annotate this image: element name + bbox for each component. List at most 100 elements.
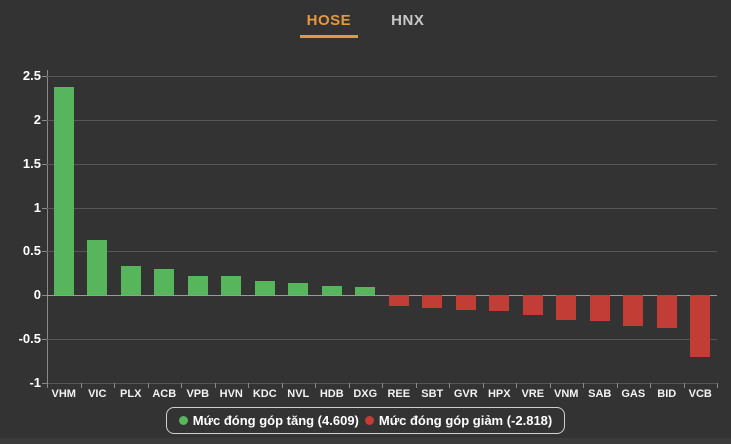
- x-axis-label-HPX: HPX: [487, 388, 511, 400]
- bar-HPX: [489, 295, 510, 312]
- bar-ACB: [154, 268, 175, 296]
- bar-KDC: [254, 281, 275, 296]
- x-axis-tick: [248, 383, 249, 388]
- gridline: [47, 339, 717, 341]
- x-axis-tick: [214, 383, 216, 388]
- y-axis-label: 1: [33, 199, 41, 215]
- x-axis-label-HDB: HDB: [319, 388, 344, 400]
- x-axis-label-VHM: VHM: [51, 388, 76, 400]
- legend-item-positive[interactable]: Mức đóng góp tăng (4.609): [178, 413, 359, 428]
- x-axis-label-VNM: VNM: [554, 388, 579, 400]
- y-axis-tick: [42, 163, 47, 165]
- y-axis-tick: [42, 207, 47, 209]
- y-axis-tick: [42, 339, 47, 341]
- gridline: [47, 163, 717, 165]
- x-axis-label-SAB: SAB: [588, 388, 612, 400]
- bar-VCB: [690, 295, 711, 357]
- x-axis-tick: [516, 383, 517, 388]
- y-axis-label: 2: [33, 111, 41, 127]
- tab-hose[interactable]: HOSE: [299, 10, 359, 38]
- exchange-tab-bar: HOSE HNX: [0, 10, 731, 38]
- legend-label-positive: Mức đóng góp tăng (4.609): [192, 413, 359, 428]
- x-axis-label-VRE: VRE: [521, 388, 545, 400]
- zero-gridline: [47, 295, 717, 297]
- x-axis-label-NVL: NVL: [287, 388, 310, 400]
- bar-GVR: [455, 295, 476, 311]
- plot-area: [47, 76, 717, 384]
- x-axis-tick: [616, 383, 618, 388]
- bar-SAB: [589, 295, 610, 321]
- x-axis-tick: [415, 383, 417, 388]
- y-axis-line: [47, 70, 48, 388]
- x-axis-tick: [47, 383, 48, 388]
- negative-dot-icon: [364, 416, 374, 425]
- legend-box: Mức đóng góp tăng (4.609) Mức đóng góp g…: [165, 407, 566, 434]
- x-axis-label-GAS: GAS: [621, 388, 646, 400]
- x-axis-tick: [382, 383, 383, 388]
- bar-BID: [656, 295, 677, 328]
- x-axis-tick: [549, 383, 551, 388]
- tab-hnx[interactable]: HNX: [391, 12, 425, 29]
- y-axis-label: 1.5: [22, 155, 41, 171]
- bar-HDB: [321, 285, 342, 296]
- bar-PLX: [120, 266, 141, 296]
- x-axis-tick: [717, 383, 718, 388]
- x-axis-label-DXG: DXG: [353, 388, 378, 400]
- x-axis-label-GVR: GVR: [453, 388, 478, 400]
- bar-GAS: [623, 295, 644, 326]
- x-axis-label-HVN: HVN: [219, 388, 243, 400]
- x-axis-tick: [281, 383, 283, 388]
- x-axis-label-KDC: KDC: [252, 388, 277, 400]
- x-axis-label-BID: BID: [657, 388, 677, 400]
- y-axis-label: -1: [29, 375, 41, 390]
- bar-VIC: [87, 240, 108, 296]
- x-axis-tick: [348, 383, 350, 388]
- bar-DXG: [355, 287, 376, 296]
- bar-VHM: [53, 86, 74, 296]
- bar-HVN: [221, 275, 242, 296]
- legend: Mức đóng góp tăng (4.609) Mức đóng góp g…: [0, 407, 731, 434]
- x-axis-label-VPB: VPB: [186, 388, 210, 400]
- x-axis-tick: [650, 383, 651, 388]
- x-axis-tick: [147, 383, 149, 388]
- bar-VRE: [522, 295, 543, 315]
- y-axis-label: -0.5: [18, 331, 41, 347]
- bar-VPB: [187, 275, 208, 296]
- y-axis-tick: [42, 251, 47, 253]
- y-axis-tick: [42, 383, 47, 384]
- x-axis-tick: [482, 383, 484, 388]
- positive-dot-icon: [178, 416, 188, 425]
- gridline: [47, 76, 717, 77]
- y-axis-tick: [42, 295, 47, 297]
- x-axis-label-ACB: ACB: [152, 388, 177, 400]
- x-axis-label-VCB: VCB: [688, 388, 712, 400]
- x-axis-label-VIC: VIC: [88, 388, 107, 400]
- x-axis-label-PLX: PLX: [120, 388, 142, 400]
- bar-REE: [388, 295, 409, 306]
- bar-VNM: [556, 295, 577, 320]
- y-axis-label: 2.5: [22, 68, 41, 83]
- y-axis-tick: [42, 76, 47, 77]
- legend-item-negative[interactable]: Mức đóng góp giảm (-2.818): [364, 413, 553, 428]
- x-axis-tick: [114, 383, 115, 388]
- bar-NVL: [288, 283, 309, 296]
- x-axis-tick: [80, 383, 82, 388]
- x-axis-tick: [449, 383, 450, 388]
- gridline: [47, 119, 717, 121]
- x-axis-tick: [683, 383, 685, 388]
- x-axis-tick: [315, 383, 316, 388]
- y-axis-label: 0.5: [22, 243, 41, 259]
- gridline: [47, 251, 717, 253]
- y-axis-label: 0: [33, 287, 41, 303]
- legend-label-negative: Mức đóng góp giảm (-2.818): [378, 413, 553, 428]
- bar-SBT: [422, 295, 443, 308]
- x-axis-tick: [583, 383, 584, 388]
- x-axis-tick: [181, 383, 182, 388]
- gridline: [47, 207, 717, 209]
- x-axis-label-REE: REE: [387, 388, 411, 400]
- y-axis-tick: [42, 119, 47, 121]
- footer-strip: [0, 438, 731, 444]
- x-axis-label-SBT: SBT: [421, 388, 444, 400]
